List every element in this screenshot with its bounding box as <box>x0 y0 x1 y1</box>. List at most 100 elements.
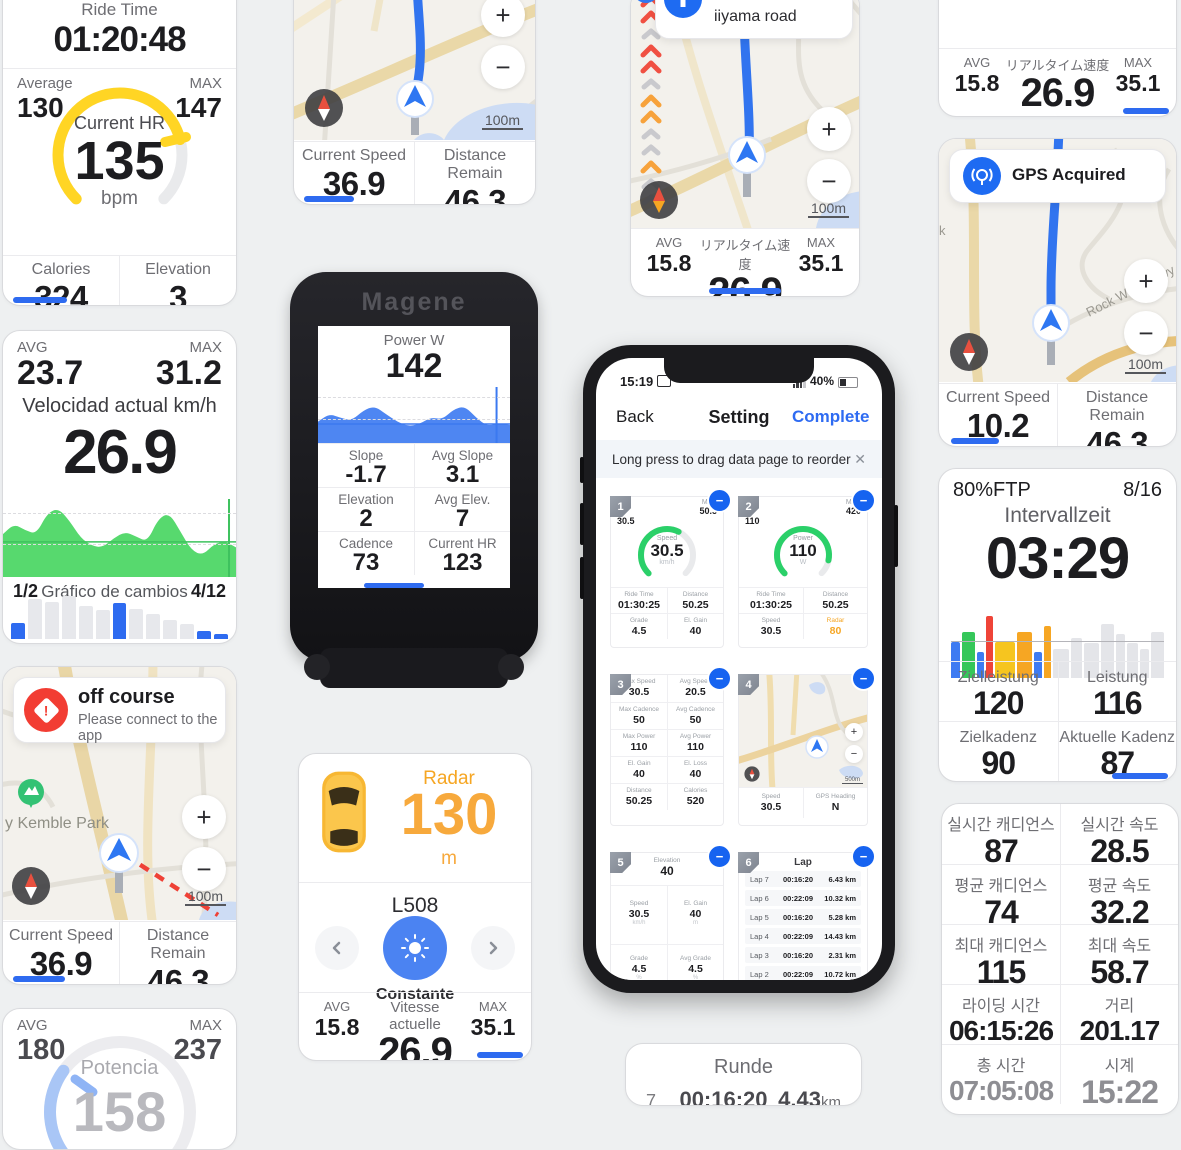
cell-label: Max Speed <box>622 678 656 685</box>
back-button[interactable]: Back <box>616 407 654 426</box>
avg-label: AVG <box>323 999 351 1014</box>
zoom-in-button[interactable]: + <box>845 723 863 741</box>
map[interactable]: k Rock West Pkwy GPS Acquired + − 100m <box>939 139 1176 382</box>
speed-value: 26.9 <box>378 1030 453 1061</box>
notch <box>664 358 814 383</box>
page-number-badge: 3 <box>610 674 631 695</box>
radar-title: Radar <box>423 768 475 789</box>
cell-label: Elevation <box>653 857 681 864</box>
cell-label: Avg Power <box>679 733 712 740</box>
lap-name: Lap 7 <box>750 874 769 884</box>
cell-unit: % <box>636 975 642 980</box>
zoom-in-button[interactable]: + <box>481 0 525 37</box>
remove-page-button[interactable]: − <box>707 488 732 513</box>
cell-label: Cadence <box>338 535 394 551</box>
avg-value: 15.8 <box>646 250 692 276</box>
page-progress <box>1112 773 1168 779</box>
close-icon[interactable]: ✕ <box>854 450 866 467</box>
stat-label: Calories <box>31 261 91 278</box>
complete-button[interactable]: Complete <box>792 407 870 426</box>
map[interactable]: + − 100m <box>294 0 535 140</box>
cell-label: Avg Cadence <box>676 706 715 713</box>
max-value: 147 <box>175 92 222 123</box>
remove-page-button[interactable]: − <box>851 844 876 869</box>
power-area-chart <box>318 386 510 443</box>
zoom-out-button[interactable]: − <box>807 159 851 203</box>
map[interactable]: 3.7km iiyama road + − 100m <box>631 0 859 228</box>
remove-page-button[interactable]: − <box>707 666 732 691</box>
minus-icon: − <box>850 748 858 760</box>
cell-label: Aktuelle Kadenz <box>1059 729 1176 746</box>
cell-value: 115 <box>976 954 1027 990</box>
ride-time-value: 01:20:48 <box>53 20 186 59</box>
data-page-1[interactable]: 1 − 30.5 MAX 50.5 Speed 30.5 km/h <box>610 488 732 648</box>
recenter-icon[interactable] <box>633 0 659 3</box>
cell-value: 30.5 <box>628 908 650 920</box>
cell-label: 총 시간 <box>976 1058 1026 1075</box>
lap-distance: 4.43 <box>778 1087 821 1106</box>
speed-chart-card: AVG 23.7 MAX 31.2 Velocidad actual km/h … <box>2 330 237 644</box>
page-avg: 110 <box>745 516 760 526</box>
remove-page-button[interactable]: − <box>851 488 876 513</box>
phone-side-button[interactable] <box>580 557 584 599</box>
phone: 15:19 40% Back Setting Complete <box>580 345 898 993</box>
max-value: 35.1 <box>1115 70 1161 96</box>
avg-value: 23.7 <box>17 354 84 392</box>
lap-name: Lap 5 <box>750 912 769 922</box>
compass-icon[interactable] <box>639 180 679 220</box>
zoom-in-button[interactable]: + <box>182 795 226 839</box>
avg-label: AVG <box>963 55 991 70</box>
zoom-in-button[interactable]: + <box>807 107 851 151</box>
mini-map[interactable]: + − 500m <box>739 675 867 787</box>
compass-icon[interactable] <box>744 766 760 782</box>
interval-count: 8/16 <box>1123 479 1162 501</box>
data-page-3[interactable]: 3 − Max Speed 30.5 Avg Speed 20.5 Max Cade… <box>610 666 732 826</box>
cell-value: 32.2 <box>1090 894 1149 930</box>
remove-page-button[interactable]: − <box>707 844 732 869</box>
data-page-6[interactable]: 6 − Lap Lap 7 00:16:20 6.43 km Lap 6 00:22:… <box>738 844 876 980</box>
page-avg: 30.5 <box>617 516 635 526</box>
cell-value: N <box>831 801 840 813</box>
cell-value: 30.5 <box>760 801 782 813</box>
ride-time-card: Ride Time 01:20:48 Average 130 MAX 147 C… <box>2 0 237 306</box>
plus-icon: + <box>850 726 858 738</box>
sun-icon <box>401 934 429 962</box>
zoom-in-button[interactable]: + <box>1124 259 1168 303</box>
chevron-left-icon <box>332 941 341 955</box>
compass-icon[interactable] <box>304 88 344 128</box>
data-page-4[interactable]: 4 − + − <box>738 666 876 826</box>
light-mode-label: Constante <box>375 986 455 1003</box>
lap-time: 00:16:20 <box>782 874 814 884</box>
prev-button[interactable] <box>315 926 359 970</box>
zoom-out-button[interactable]: − <box>1124 311 1168 355</box>
signal-icon <box>792 378 806 388</box>
compass-icon[interactable] <box>11 866 51 906</box>
speed-label: Vitesse actuelle <box>389 999 441 1033</box>
zoom-out-button[interactable]: − <box>481 45 525 89</box>
cell-label: Elevation <box>338 491 394 507</box>
cell-label: Grade <box>629 955 649 962</box>
remove-page-button[interactable]: − <box>851 666 876 691</box>
cell-label: El. Gain <box>683 900 708 907</box>
device-mount-knob <box>304 654 330 680</box>
zoom-out-button[interactable]: − <box>845 745 863 763</box>
phone-side-button[interactable] <box>580 457 584 483</box>
next-button[interactable] <box>471 926 515 970</box>
data-page-5[interactable]: 5 − Elevation 40 Speed 30.5 km/h El. Gain 4… <box>610 844 732 980</box>
phone-side-button[interactable] <box>580 503 584 545</box>
light-mode-button[interactable] <box>383 916 447 980</box>
cell-value: 40 <box>660 864 674 878</box>
zoom-out-button[interactable]: − <box>182 847 226 891</box>
cell-value: 80 <box>829 625 842 637</box>
power-label: Power W <box>383 332 445 349</box>
cell-value: 30.5 <box>628 686 650 698</box>
data-page-2[interactable]: 2 − 110 MAX 420 Power 110 W <box>738 488 876 648</box>
compass-icon[interactable] <box>949 332 989 372</box>
cell-label: El. Gain <box>683 617 708 624</box>
map[interactable]: ! off course Please connect to the app y… <box>3 667 236 920</box>
cell-value: 40 <box>689 768 702 780</box>
cell-label: Avg Speed <box>679 678 712 685</box>
cell-label: Zielkadenz <box>959 729 1037 746</box>
gauge-label: Potencia <box>80 1057 159 1079</box>
phone-side-button[interactable] <box>894 505 898 567</box>
